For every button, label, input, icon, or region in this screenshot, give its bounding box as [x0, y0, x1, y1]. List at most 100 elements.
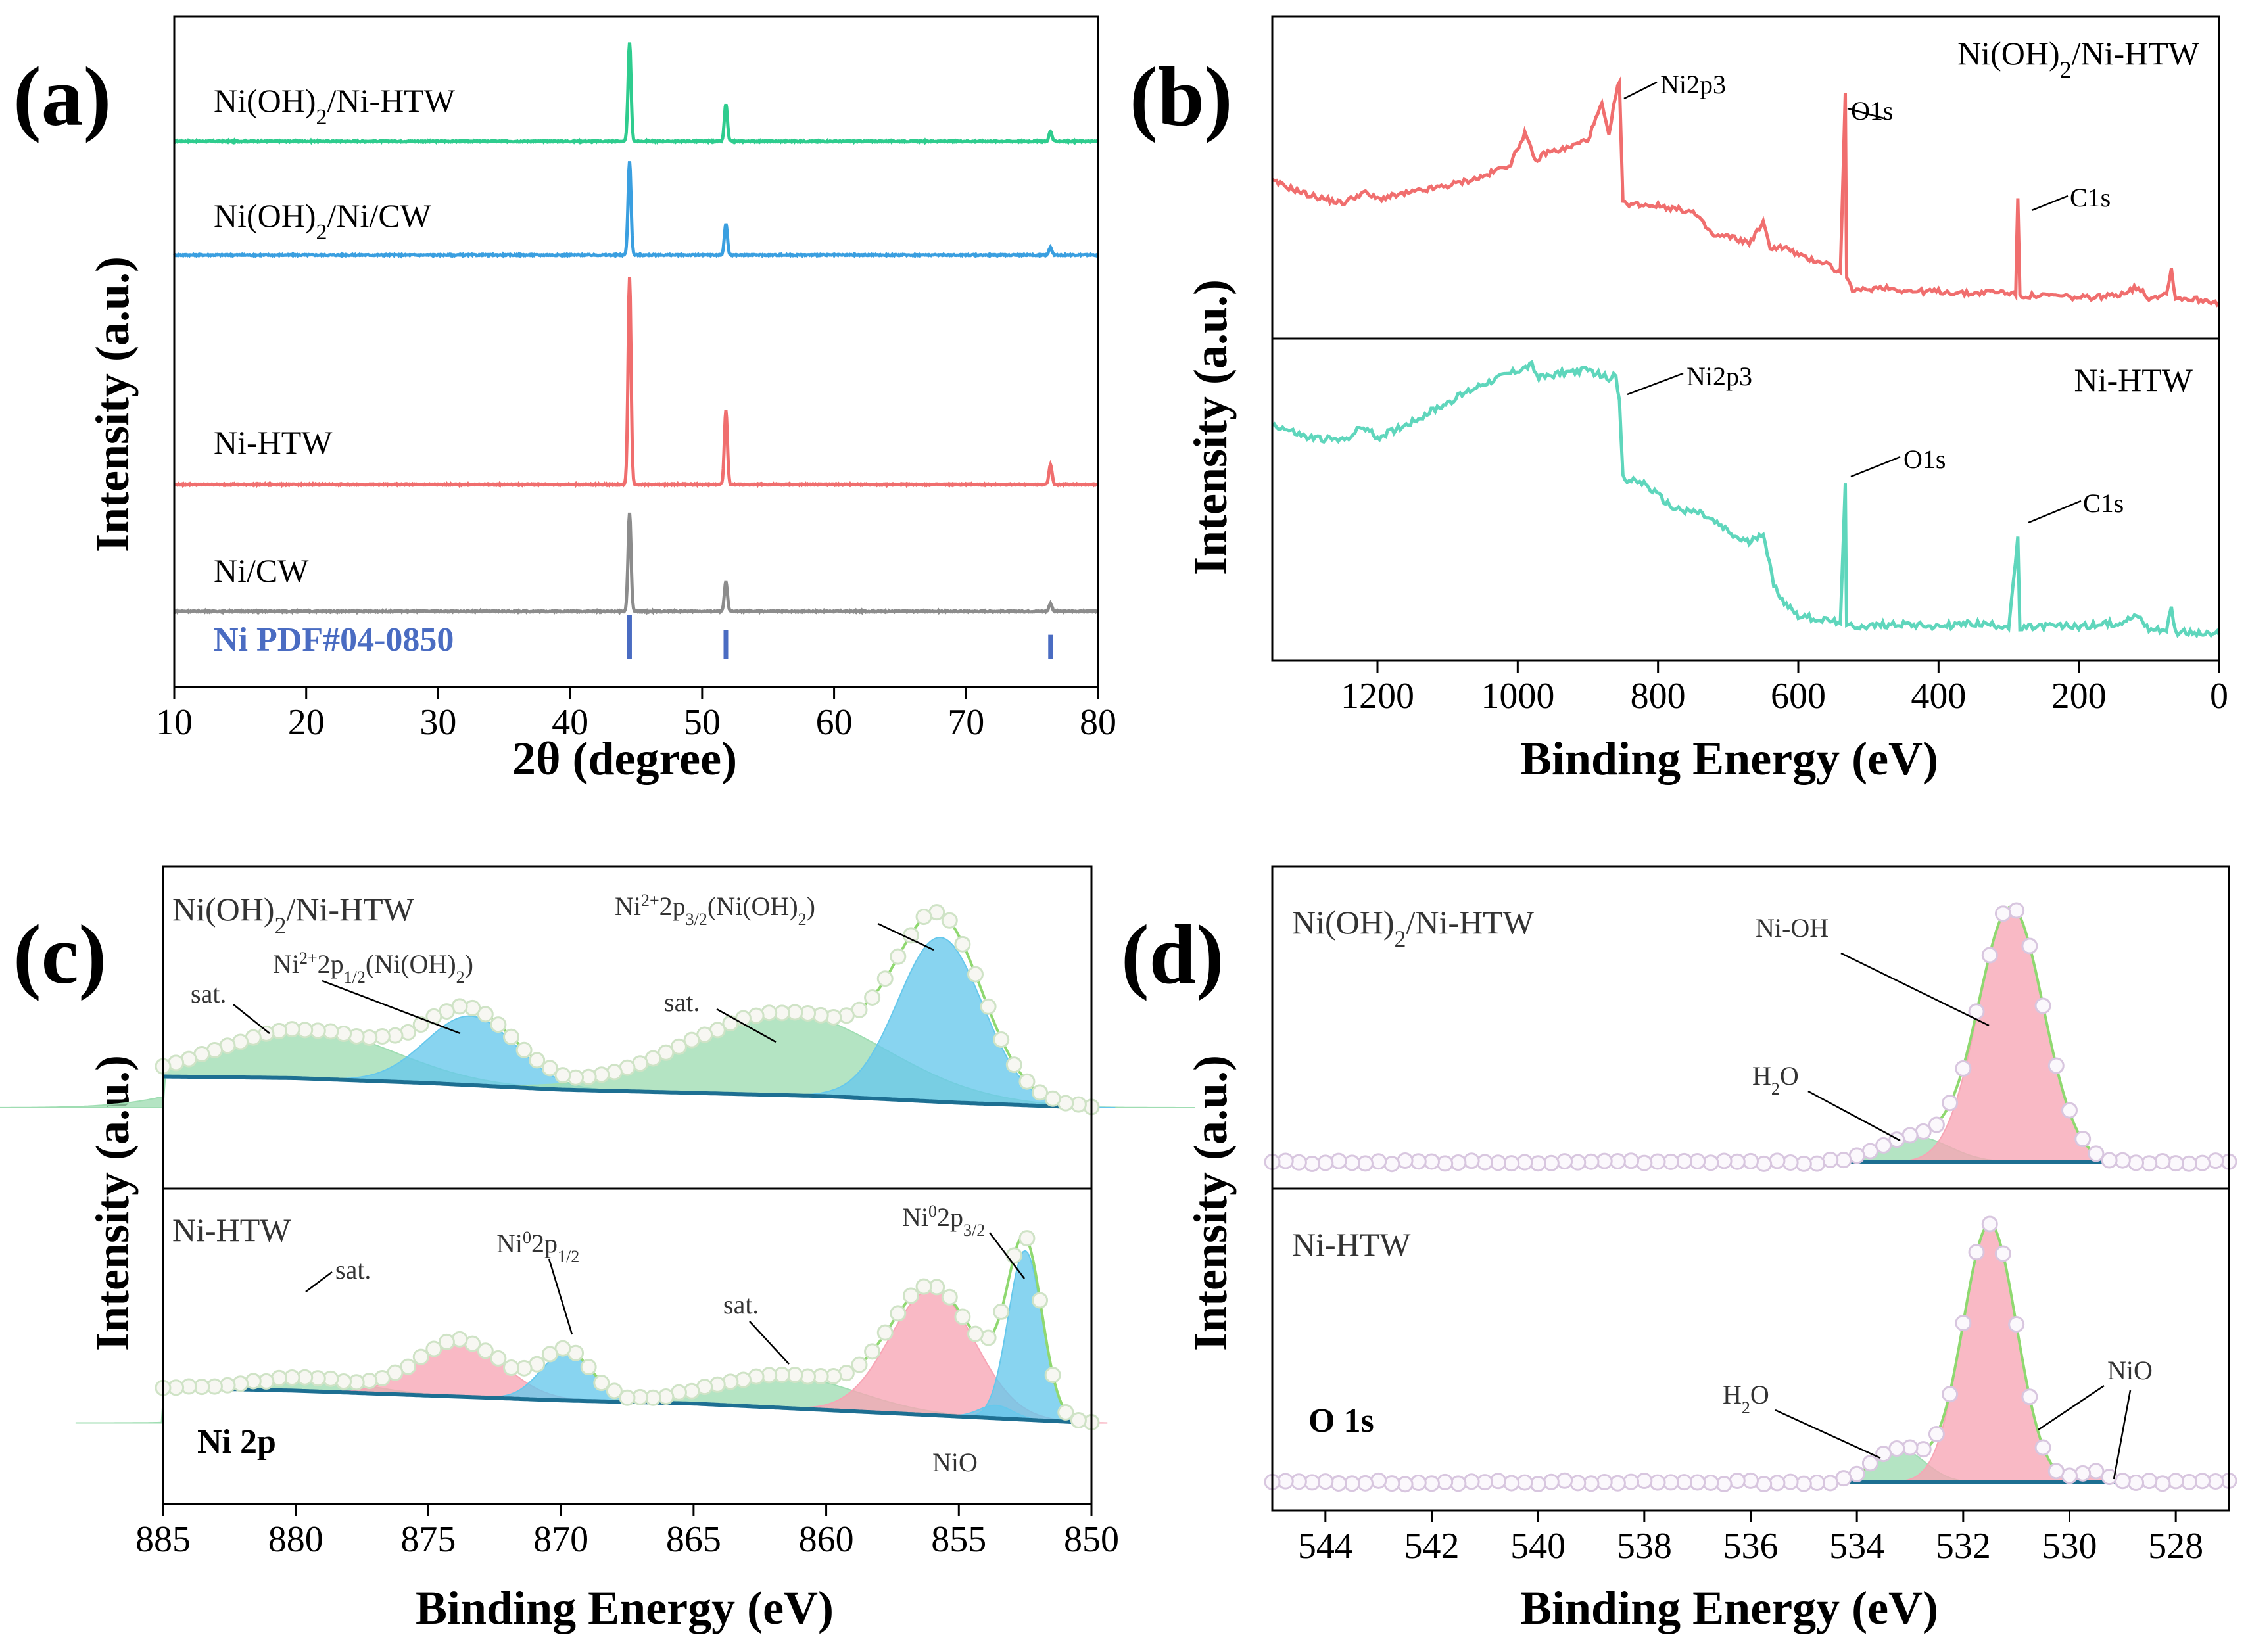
d-s0-point-35: [1756, 1155, 1773, 1172]
d-tick-label-544: 544: [1298, 1526, 1353, 1567]
d-s1-point-41: [1675, 1474, 1692, 1491]
d-s0-point-1: [2207, 1152, 2224, 1169]
c-s1-point-37: [606, 1382, 623, 1400]
b-tick-label-800: 800: [1631, 676, 1686, 717]
d-s0-point-31: [1809, 1155, 1826, 1172]
d-s0-point-2: [2194, 1154, 2211, 1171]
c-sat-2: sat.: [664, 987, 700, 1017]
d-s1-point-31: [1809, 1475, 1826, 1492]
d-s0-point-57: [1463, 1152, 1480, 1169]
d-s1-point-27: [1861, 1455, 1878, 1472]
c-s0-point-8: [980, 998, 997, 1015]
d-s1-point-23: [1915, 1441, 1932, 1458]
c-tick-label-855: 855: [931, 1519, 986, 1560]
c-label-bottom: Ni-HTW: [172, 1212, 291, 1248]
panel-c-xticks: 885 880 875 870 865 860 855 850: [135, 1504, 1119, 1560]
d-s0-point-44: [1636, 1154, 1653, 1171]
c-arrow-7: [749, 1321, 790, 1365]
d-s1-point-7: [2128, 1475, 2145, 1492]
d-s1-point-63: [1383, 1475, 1400, 1492]
d-annotation-o1s: O 1s: [1308, 1402, 1374, 1440]
b-tick-label-200: 200: [2051, 676, 2107, 717]
d-s0-point-22: [1928, 1116, 1945, 1133]
d-s0-point-58: [1450, 1154, 1467, 1171]
panel-d: (d) Intensity (a.u.) Binding Energy (eV)…: [1121, 865, 2237, 1634]
c-arrow-5: [305, 1271, 333, 1292]
c-s1-point-47: [477, 1342, 494, 1359]
c-s1-point-14: [902, 1287, 919, 1304]
d-s1-point-25: [1888, 1440, 1905, 1457]
c-s1-point-46: [490, 1350, 507, 1367]
a-tick-label-70: 70: [947, 702, 984, 743]
b-bot-c1s-label: C1s: [2083, 488, 2124, 518]
c-s0-point-6: [1005, 1056, 1022, 1074]
c-s1-point-9: [967, 1325, 984, 1342]
d-s0-point-20: [1955, 1060, 1972, 1077]
d-s1-point-56: [1476, 1474, 1493, 1491]
d-s1-point-61: [1410, 1475, 1427, 1492]
c-tick-label-880: 880: [268, 1519, 323, 1560]
d-s0-point-29: [1835, 1152, 1852, 1169]
d-s0-point-36: [1742, 1152, 1759, 1169]
d-s1-point-37: [1729, 1473, 1746, 1490]
c-s0-point-16: [876, 970, 894, 987]
b-top-c1s-leader: [2031, 195, 2069, 212]
c-s0-point-46: [490, 1016, 507, 1033]
c-s0-point-41: [554, 1067, 571, 1084]
d-s0-point-68: [1317, 1154, 1334, 1171]
d-s1-point-71: [1277, 1473, 1294, 1490]
d-s1-point-65: [1356, 1475, 1374, 1492]
d-s1-point-66: [1343, 1475, 1360, 1492]
d-s0-point-45: [1623, 1152, 1640, 1169]
d-s0-point-23: [1915, 1123, 1932, 1140]
c-arrow-6: [548, 1258, 573, 1335]
d-s0-point-7: [2128, 1154, 2145, 1171]
a-tick-label-20: 20: [288, 702, 325, 743]
b-label-top: Ni(OH)2/Ni-HTW: [1957, 35, 2200, 83]
d-s0-point-5: [2154, 1152, 2171, 1169]
d-s0-point-34: [1769, 1152, 1786, 1169]
d-s0-point-39: [1702, 1154, 1719, 1171]
panel-a-frame: [173, 15, 1099, 688]
c-annotation-ni2p: Ni 2p: [197, 1423, 276, 1461]
d-s0-point-55: [1490, 1154, 1507, 1171]
panel-d-xlabel: Binding Energy (eV): [1520, 1582, 1938, 1634]
d-s1-point-1: [2207, 1473, 2224, 1490]
c-s1-point-4: [1032, 1292, 1049, 1309]
d-s0-point-66: [1343, 1154, 1360, 1171]
c-arrow-8: [989, 1232, 1025, 1279]
d-s0-point-11: [2074, 1131, 2092, 1148]
d-s0-point-50: [1556, 1153, 1573, 1170]
d-s0-point-32: [1795, 1155, 1812, 1172]
c-tick-label-885: 885: [135, 1519, 191, 1560]
d-s0-point-51: [1543, 1154, 1560, 1171]
d-s0-envelope: [1272, 905, 2229, 1164]
d-s1-point-9: [2101, 1469, 2118, 1486]
d-s0-point-47: [1596, 1152, 1613, 1169]
b-label-bottom: Ni-HTW: [2074, 362, 2193, 398]
c-s0-point-11: [941, 912, 958, 929]
d-s1-point-54: [1503, 1475, 1520, 1492]
d-s0-point-25: [1888, 1131, 1905, 1148]
c-s0-point-5: [1018, 1073, 1036, 1090]
b-tick-label-1200: 1200: [1341, 676, 1414, 717]
d-s1-point-48: [1583, 1475, 1600, 1492]
b-bot-o1s-leader: [1850, 456, 1901, 478]
d-s1-point-17: [1994, 1245, 2011, 1262]
c-s0-point-42: [541, 1060, 558, 1077]
d-s0-point-37: [1729, 1153, 1746, 1170]
c-s0-point-3: [1044, 1090, 1061, 1107]
d-tick-label-530: 530: [2042, 1526, 2097, 1567]
d-s0-point-67: [1330, 1152, 1347, 1169]
d-nioh-label: Ni-OH: [1756, 913, 1829, 943]
d-s0-point-69: [1304, 1156, 1321, 1173]
d-s1-point-13: [2047, 1463, 2065, 1480]
c-s1-point-1: [1070, 1411, 1087, 1428]
d-s0-point-10: [2088, 1145, 2105, 1162]
d-s1-point-68: [1317, 1473, 1334, 1490]
a-label-red: Ni-HTW: [214, 424, 333, 461]
c-s0-baseline: [163, 1074, 1092, 1110]
d-arrow-1: [1840, 952, 1990, 1027]
panel-c: (c) Intensity (a.u.) Binding Energy (eV)…: [0, 865, 1195, 1634]
d-s1-point-30: [1822, 1475, 1839, 1492]
